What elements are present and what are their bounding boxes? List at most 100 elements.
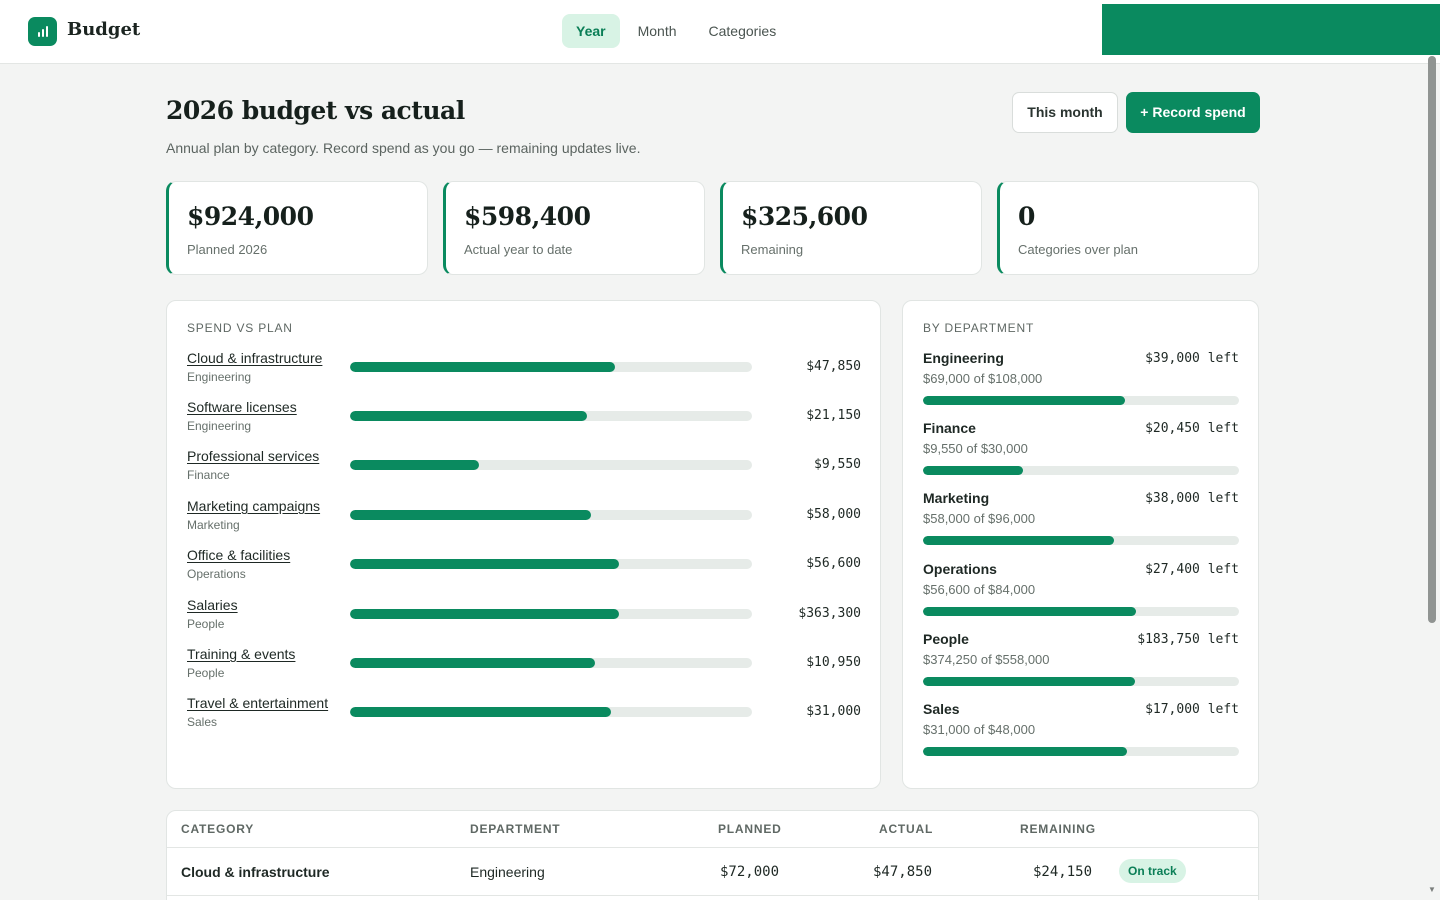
category-link[interactable]: Salaries (187, 597, 238, 613)
cell-remaining: $24,150 (1033, 864, 1093, 880)
tab-month[interactable]: Month (637, 23, 677, 39)
department-row: People $183,750 left $374,250 of $558,00… (923, 631, 1239, 691)
progress-fill (923, 396, 1125, 405)
category-department: Engineering (187, 419, 252, 433)
stat-value: $924,000 (187, 202, 314, 231)
column-header-category: CATEGORY (181, 822, 255, 836)
column-header-remaining: REMAINING (1020, 822, 1096, 836)
category-link[interactable]: Professional services (187, 448, 320, 464)
department-name: Sales (923, 701, 960, 717)
category-link[interactable]: Software licenses (187, 399, 297, 415)
spend-row: Marketing campaigns Marketing $58,000 (187, 498, 861, 538)
spend-amount: $47,850 (806, 359, 861, 374)
stat-value: $598,400 (464, 202, 591, 231)
progress-fill (923, 607, 1136, 616)
stat-value: 0 (1018, 202, 1035, 231)
stat-value: $325,600 (741, 202, 868, 231)
progress-fill (350, 510, 592, 520)
department-remaining: $27,400 left (1145, 562, 1239, 577)
column-header-actual: ACTUAL (879, 822, 934, 836)
progress-track (923, 396, 1239, 405)
budget-table: CATEGORY DEPARTMENT PLANNED ACTUAL REMAI… (166, 810, 1259, 900)
progress-track (350, 411, 752, 421)
progress-track (350, 510, 752, 520)
department-row: Finance $20,450 left $9,550 of $30,000 (923, 420, 1239, 480)
progress-fill (923, 747, 1128, 756)
status-badge: On track (1119, 859, 1186, 883)
department-remaining: $183,750 left (1137, 632, 1239, 647)
stat-card-over-plan: 0 Categories over plan (997, 181, 1259, 275)
spend-row: Cloud & infrastructure Engineering $47,8… (187, 350, 861, 390)
this-month-button[interactable]: This month (1012, 92, 1118, 133)
panel-title: BY DEPARTMENT (923, 321, 1035, 335)
progress-track (350, 362, 752, 372)
page-subtitle: Annual plan by category. Record spend as… (166, 140, 641, 156)
category-department: Engineering (187, 370, 252, 384)
category-department: People (187, 617, 225, 631)
stat-card-actual: $598,400 Actual year to date (443, 181, 705, 275)
department-remaining: $20,450 left (1145, 421, 1239, 436)
column-header-department: DEPARTMENT (470, 822, 561, 836)
progress-track (923, 607, 1239, 616)
stat-label: Remaining (741, 242, 804, 257)
spend-amount: $21,150 (806, 408, 861, 423)
department-spent: $31,000 of $48,000 (923, 722, 1036, 737)
stat-label: Planned 2026 (187, 242, 268, 257)
progress-fill (350, 460, 479, 470)
by-department-panel: BY DEPARTMENT Engineering $39,000 left $… (902, 300, 1259, 789)
category-link[interactable]: Training & events (187, 646, 296, 662)
department-remaining: $17,000 left (1145, 702, 1239, 717)
progress-fill (350, 411, 588, 421)
spend-row: Training & events People $10,950 (187, 646, 861, 686)
cell-category: Cloud & infrastructure (181, 864, 330, 880)
spend-amount: $10,950 (806, 655, 861, 670)
department-remaining: $38,000 left (1145, 491, 1239, 506)
record-spend-button[interactable]: + Record spend (1126, 92, 1260, 133)
progress-track (350, 707, 752, 717)
spend-row: Salaries People $363,300 (187, 597, 861, 637)
progress-track (923, 677, 1239, 686)
progress-fill (350, 559, 620, 569)
department-row: Marketing $38,000 left $58,000 of $96,00… (923, 490, 1239, 550)
spend-row: Office & facilities Operations $56,600 (187, 547, 861, 587)
tab-categories[interactable]: Categories (708, 23, 777, 39)
cell-actual: $47,850 (873, 864, 933, 880)
panel-title: SPEND VS PLAN (187, 321, 293, 335)
department-spent: $374,250 of $558,000 (923, 652, 1050, 667)
department-name: Operations (923, 561, 997, 577)
department-remaining: $39,000 left (1145, 351, 1239, 366)
category-department: People (187, 666, 225, 680)
spend-amount: $363,300 (798, 606, 861, 621)
spend-vs-plan-panel: SPEND VS PLAN Cloud & infrastructure Eng… (166, 300, 881, 789)
department-spent: $58,000 of $96,000 (923, 511, 1036, 526)
progress-fill (350, 658, 596, 668)
progress-track (923, 747, 1239, 756)
scrollbar-thumb[interactable] (1428, 56, 1436, 623)
category-link[interactable]: Cloud & infrastructure (187, 350, 323, 366)
category-link[interactable]: Office & facilities (187, 547, 291, 563)
tab-year[interactable]: Year (562, 14, 620, 48)
department-name: Marketing (923, 490, 990, 506)
category-link[interactable]: Travel & entertainment (187, 695, 329, 711)
stat-card-planned: $924,000 Planned 2026 (166, 181, 428, 275)
spend-amount: $58,000 (806, 507, 861, 522)
stat-label: Categories over plan (1018, 242, 1138, 257)
spend-row: Travel & entertainment Sales $31,000 (187, 695, 861, 735)
category-link[interactable]: Marketing campaigns (187, 498, 321, 514)
department-row: Sales $17,000 left $31,000 of $48,000 (923, 701, 1239, 761)
progress-fill (350, 362, 616, 372)
view-tabs: Year Month Categories (562, 14, 790, 48)
divider (167, 847, 1258, 848)
progress-track (350, 460, 752, 470)
category-department: Sales (187, 715, 218, 729)
progress-track (350, 658, 752, 668)
progress-fill (350, 707, 612, 717)
cell-planned: $72,000 (720, 864, 780, 880)
scroll-down-icon[interactable]: ▼ (1428, 885, 1436, 894)
department-spent: $9,550 of $30,000 (923, 441, 1028, 456)
department-spent: $56,600 of $84,000 (923, 582, 1036, 597)
cell-department: Engineering (470, 864, 545, 880)
progress-track (350, 609, 752, 619)
progress-fill (350, 609, 620, 619)
spend-row: Professional services Finance $9,550 (187, 448, 861, 488)
